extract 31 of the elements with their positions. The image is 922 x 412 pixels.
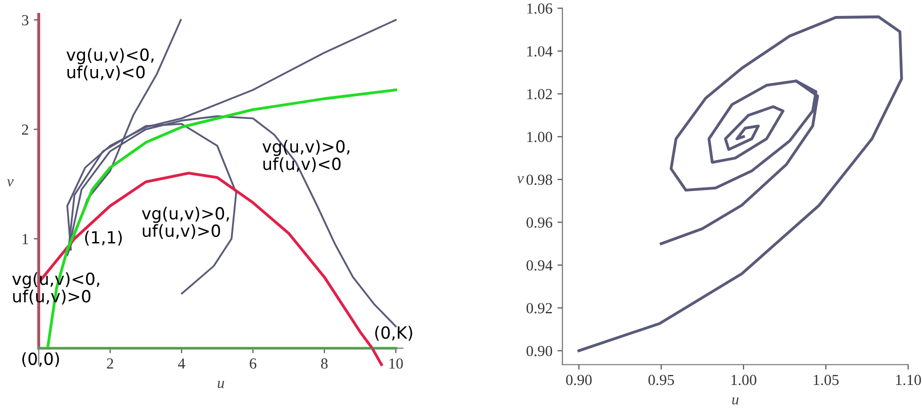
y-tick-label: 2 — [22, 124, 28, 135]
x-tick-label: 6 — [250, 358, 256, 369]
y-axis-title: v — [517, 176, 524, 184]
y-tick-label: 0.98 — [526, 174, 552, 185]
x-tick-label: 8 — [321, 358, 328, 369]
y-tick-label: 0.90 — [526, 346, 552, 356]
y-tick-label: 1.06 — [527, 3, 552, 14]
x-axis-title: u — [732, 397, 739, 405]
annotation: (0,K) — [375, 326, 412, 341]
y-tick-label: 1.02 — [527, 89, 552, 100]
y-tick-label: 1.04 — [527, 46, 552, 57]
y-tick-label: 3 — [22, 15, 28, 26]
x-tick-label: 1.05 — [814, 374, 839, 386]
x-tick-label: 4 — [178, 358, 186, 369]
y-tick-label: 1 — [22, 234, 28, 244]
annotation: (1,1) — [85, 230, 122, 246]
y-tick-label: 0.96 — [526, 217, 552, 228]
y-tick-label: 0.94 — [526, 260, 552, 271]
x-axis-title: u — [218, 380, 224, 388]
y-tick-label: 0.92 — [526, 303, 552, 314]
y-tick-label: 1.00 — [527, 132, 552, 142]
y-axis-title: v — [7, 179, 14, 186]
x-tick-label: 1.00 — [732, 374, 756, 386]
x-tick-label: 10 — [389, 358, 403, 369]
annotation: vg(u,v)<0, uf(u,v)<0 — [66, 48, 154, 80]
x-tick-label: 2 — [106, 358, 114, 369]
x-tick-label: 0.90 — [566, 374, 592, 386]
x-tick-label: 1.10 — [896, 374, 921, 386]
annotation: vg(u,v)>0, uf(u,v)>0 — [142, 206, 229, 239]
annotation: (0,0) — [22, 352, 59, 368]
x-tick-label: 0.95 — [648, 374, 674, 386]
